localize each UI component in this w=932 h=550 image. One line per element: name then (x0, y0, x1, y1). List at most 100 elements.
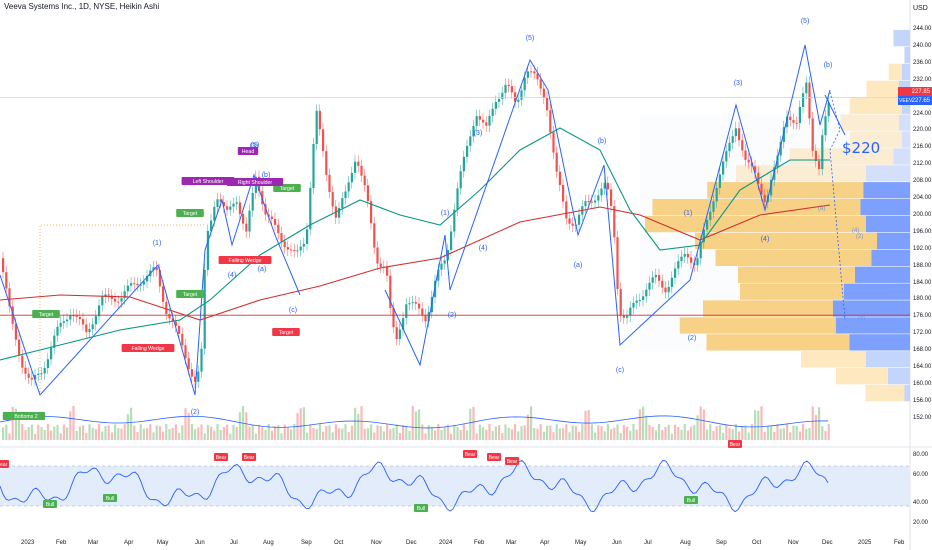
volume-bar (424, 433, 427, 440)
volume-bar (219, 429, 222, 440)
time-tick-label: Feb (474, 540, 485, 546)
volume-bar (811, 406, 814, 440)
candle-body (270, 216, 273, 220)
rsi-tag: Bear (465, 452, 476, 458)
currency-label[interactable]: USD (913, 5, 928, 12)
volume-bar (258, 424, 261, 440)
rsi-tag: Bear (216, 455, 227, 461)
time-tick-label: Jul (230, 540, 238, 546)
candle-body (626, 315, 629, 318)
volume-bar (469, 408, 472, 440)
volume-bar (347, 432, 350, 440)
volume-bar (773, 432, 776, 440)
wave-label: (b) (598, 138, 607, 145)
pattern-tag: Falling Wedge (228, 258, 261, 264)
wave-label: (2) (191, 409, 200, 416)
profile-bar-blue (849, 334, 910, 351)
candle-body (824, 116, 827, 136)
price-tick-label: 164.00 (913, 364, 932, 370)
candle-body (53, 335, 56, 348)
wave-label: (2) (688, 335, 697, 342)
time-tick-label: Feb (56, 540, 67, 546)
volume-bar (72, 406, 75, 440)
candle-body (475, 116, 478, 126)
volume-bar (475, 433, 478, 440)
volume-bar (712, 430, 715, 440)
volume-bar (37, 424, 40, 440)
volume-bar (670, 433, 673, 440)
profile-bar-orange (706, 334, 850, 351)
volume-bar (533, 428, 536, 440)
profile-bar-orange (865, 384, 905, 402)
volume-bar (546, 425, 549, 440)
candle-body (555, 152, 558, 172)
volume-bar (642, 406, 645, 440)
candle-body (549, 110, 552, 133)
candle-body (229, 206, 232, 210)
profile-bar-blue (855, 266, 910, 283)
volume-bar (142, 428, 145, 440)
volume-bar (197, 427, 200, 440)
candle-body (248, 210, 251, 232)
wave-label: (3) (250, 143, 259, 150)
rsi-tick-label: 60.00 (913, 472, 929, 478)
candle-body (405, 304, 408, 319)
candle-body (392, 307, 395, 328)
candle-body (754, 166, 757, 173)
rsi-tag-bg (0, 460, 9, 468)
candle-body (658, 275, 661, 281)
time-tick-label: Jun (195, 540, 205, 546)
pattern-tag: Falling Wedge (131, 346, 164, 352)
candle-body (370, 201, 373, 224)
volume-bar (248, 426, 251, 440)
volume-bar (667, 424, 670, 440)
volume-bar (530, 406, 533, 440)
price-tick-label: 224.00 (913, 110, 932, 117)
candle-body (450, 231, 453, 251)
candle-body (165, 301, 168, 315)
volume-bar (350, 425, 353, 440)
candle-body (142, 281, 145, 285)
volume-bar (683, 424, 686, 440)
volume-bar (53, 426, 56, 440)
candle-body (613, 206, 616, 238)
volume-bar (696, 415, 699, 440)
rsi-tag: Bull (687, 498, 695, 504)
candle-body (162, 286, 165, 302)
volume-bar (606, 424, 609, 440)
volume-bar (814, 414, 817, 440)
wave-label: (5) (251, 142, 260, 149)
volume-bar (392, 427, 395, 440)
chart-title[interactable]: Veeva Systems Inc., 1D, NYSE, Heikin Ash… (4, 2, 160, 11)
candle-body (187, 358, 190, 370)
volume-bar (421, 424, 424, 440)
wave-label: (c) (616, 367, 624, 374)
candle-body (558, 171, 561, 185)
volume-bar (562, 428, 565, 440)
candle-body (757, 172, 760, 184)
candle-body (821, 135, 824, 170)
volume-bar (27, 426, 30, 440)
candle-body (760, 183, 763, 195)
candle-body (718, 174, 721, 188)
candle-body (530, 71, 533, 73)
candle-body (590, 201, 593, 203)
volume-bar (674, 424, 677, 440)
volume-bar (501, 433, 504, 440)
candle-body (510, 86, 513, 93)
time-tick-label: Dec (822, 540, 833, 546)
volume-bar (699, 406, 702, 440)
profile-bar-blue (860, 199, 910, 216)
candle-body (459, 171, 462, 189)
volume-bar (760, 406, 763, 440)
volume-bar (334, 424, 337, 440)
volume-bar (405, 426, 408, 440)
volume-bar (722, 432, 725, 440)
candle-body (722, 161, 725, 175)
volume-bar (226, 424, 229, 440)
volume-bar (504, 424, 507, 440)
volume-bar (651, 426, 654, 440)
volume-bar (306, 432, 309, 440)
candle-body (622, 315, 625, 318)
